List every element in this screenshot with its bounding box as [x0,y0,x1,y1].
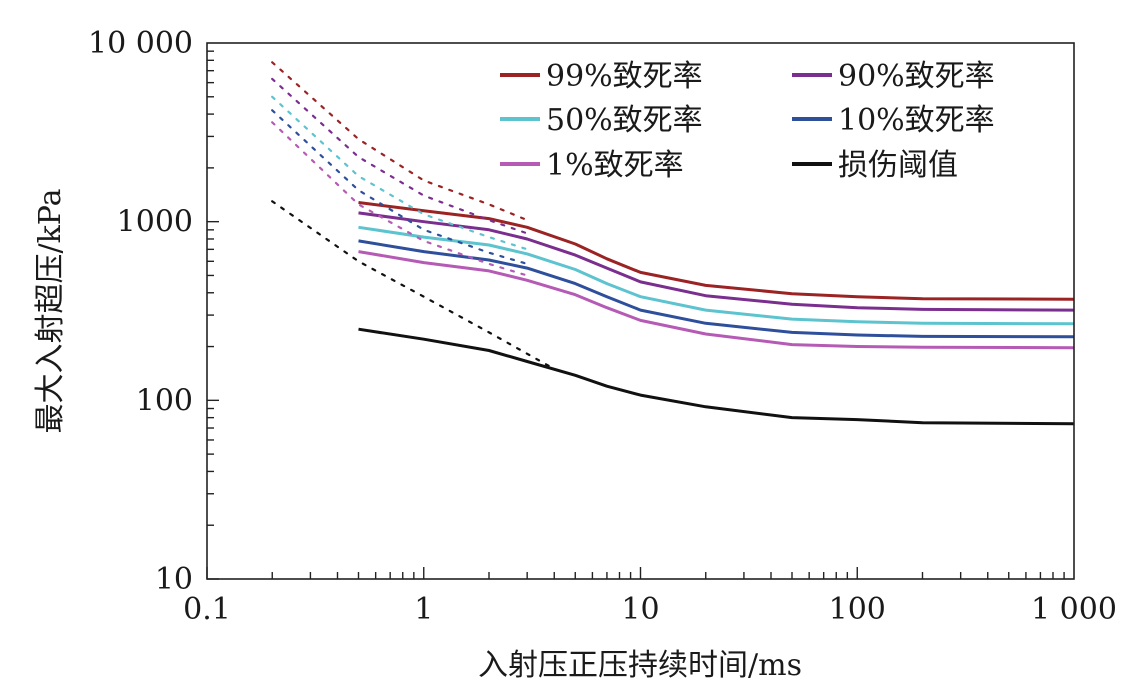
x-tick-label: 1 [414,592,433,627]
series-line-4 [358,239,1075,339]
series-line-extrapolated-6 [271,200,556,370]
x-tick-label: 10 [621,592,659,627]
legend-label: 50%致死率 [546,103,703,138]
series-line-extrapolated-4 [271,109,529,265]
x-tick-label: 0.1 [183,592,231,627]
y-tick-label: 10 [155,562,193,597]
legend: 99%致死率 90%致死率 50%致死率 10%致死率 1%致死率 损伤阈值 [500,59,995,183]
series-lines [271,61,1075,426]
series-line-extrapolated-1 [271,61,529,222]
plot-area-frame [206,42,1075,580]
legend-label: 10%致死率 [838,103,995,138]
series-line-extrapolated-3 [271,95,529,251]
legend-label: 损伤阈值 [838,148,958,183]
legend-label: 90%致死率 [838,59,995,94]
series-line-1 [358,201,1075,301]
x-axis-title: 入射压正压持续时间/ms [478,648,802,683]
legend-label: 1%致死率 [546,148,684,183]
series-line-5 [358,250,1075,350]
y-tick-label: 100 [136,383,193,418]
series-line-3 [358,225,1075,326]
y-tick-label: 1000 [117,205,193,240]
x-tick-label: 100 [829,592,886,627]
tick-labels: 0.1 1 10 100 1 000 10 100 1000 10 000 [88,26,1117,627]
series-line-extrapolated-2 [271,77,529,235]
y-axis-title: 最大入射超压/kPa [33,188,68,433]
series-line-2 [358,211,1075,312]
y-tick-label: 10 000 [88,26,193,61]
series-line-6 [358,327,1075,426]
series-line-extrapolated-5 [271,121,529,277]
x-tick-label: 1 000 [1031,592,1117,627]
legend-label: 99%致死率 [546,59,703,94]
axis-ticks [206,50,1065,580]
